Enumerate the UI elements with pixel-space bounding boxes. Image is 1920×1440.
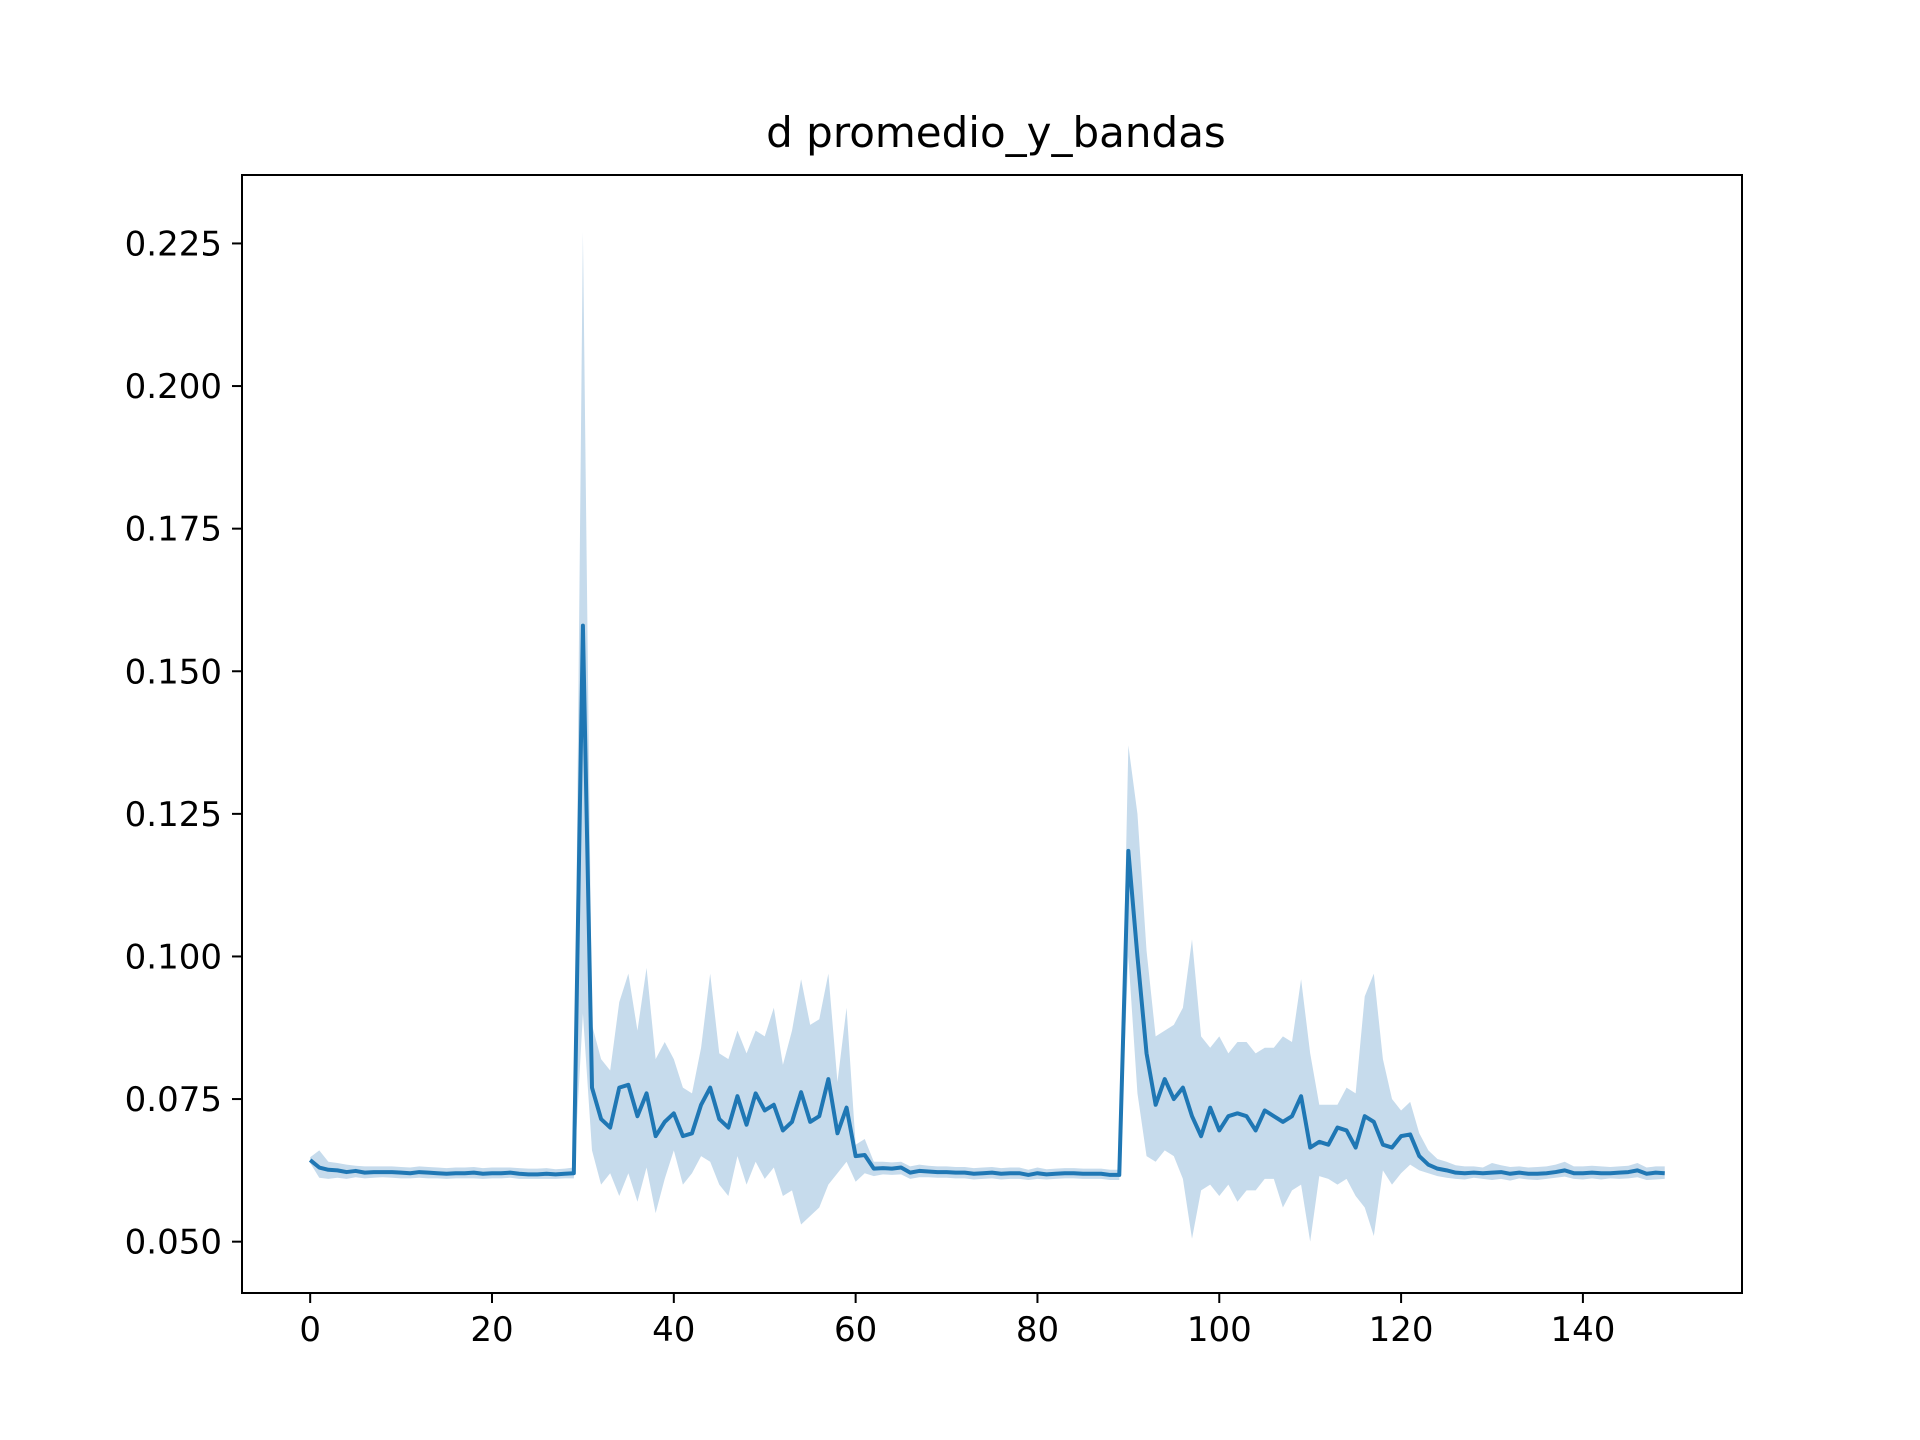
x-tick-label: 140 (1550, 1310, 1615, 1350)
y-axis: 0.050 0.075 0.100 0.125 0.150 0.175 0.200 0.225 (125, 224, 242, 1263)
confidence-band (310, 232, 1665, 1242)
x-tick-label: 20 (470, 1310, 513, 1350)
line-layer (308, 623, 1665, 1177)
y-tick-label: 0.100 (125, 937, 222, 977)
x-tick-label: 40 (652, 1310, 695, 1350)
y-tick-label: 0.050 (125, 1223, 222, 1263)
chart-title: d promedio_y_bandas (766, 108, 1226, 157)
x-tick-label: 100 (1187, 1310, 1252, 1350)
x-axis: 0 20 40 60 80 100 120 140 (299, 1293, 1615, 1350)
y-tick-label: 0.225 (125, 224, 222, 264)
y-tick-label: 0.150 (125, 652, 222, 692)
y-tick-label: 0.200 (125, 367, 222, 407)
x-tick-label: 80 (1016, 1310, 1059, 1350)
y-tick-label: 0.075 (125, 1080, 222, 1120)
y-tick-label: 0.175 (125, 510, 222, 550)
x-tick-label: 0 (299, 1310, 321, 1350)
plot-frame (241, 174, 1743, 1294)
x-tick-label: 60 (834, 1310, 877, 1350)
band-layer (310, 232, 1665, 1242)
y-tick-label: 0.125 (125, 795, 222, 835)
mean-line (308, 623, 1665, 1177)
x-tick-label: 120 (1369, 1310, 1434, 1350)
